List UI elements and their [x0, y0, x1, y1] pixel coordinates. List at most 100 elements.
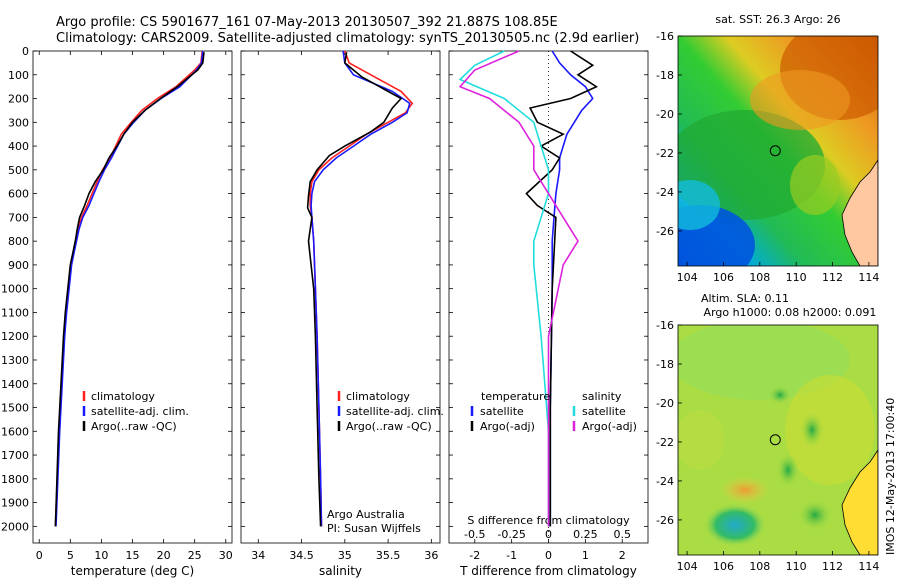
sla_map-xtick-label: 106	[713, 560, 734, 573]
sst_map-xtick-label: 106	[713, 271, 734, 284]
depth-tick-label: 700	[8, 211, 29, 224]
sla_map-ytick-label: -18	[656, 358, 674, 371]
sal-annotation: PI: Susan Wijffels	[327, 522, 421, 535]
sst_map-ytick-label: -26	[656, 225, 674, 238]
temperature-xtick-label: 5	[67, 549, 74, 562]
diff-xtick-label: -2	[469, 549, 480, 562]
diff-series-line	[458, 50, 550, 527]
depth-tick-label: 1300	[1, 354, 29, 367]
diff-xtick-label: 2	[619, 549, 626, 562]
diff-xtick-label: 1	[582, 549, 589, 562]
diff-legend-label: satellite	[480, 405, 524, 418]
sla_map-xtick-label: 110	[786, 560, 807, 573]
salinity-xtick-label: 35	[338, 549, 352, 562]
salinity-xlabel: salinity	[319, 564, 362, 578]
diff-xtick-label: 0	[545, 549, 552, 562]
header-line1: Argo profile: CS 5901677_161 07-May-2013…	[56, 15, 558, 30]
diff-stick-label: -0.5	[464, 528, 485, 541]
diff-xtick-label: -1	[506, 549, 517, 562]
diff-stick-label: 0.5	[613, 528, 631, 541]
depth-tick-label: 800	[8, 235, 29, 248]
temperature-xtick-label: 30	[219, 549, 233, 562]
sla_map-ytick-label: -22	[656, 436, 674, 449]
temperature-xlabel: temperature (deg C)	[71, 564, 194, 578]
sla_map-xtick-label: 112	[822, 560, 843, 573]
depth-tick-label: 1200	[1, 330, 29, 343]
temp-legend-label: climatology	[91, 390, 155, 403]
depth-tick-label: 300	[8, 116, 29, 129]
sla_map-ytick-label: -24	[656, 475, 674, 488]
sla-map-subtitle: Argo h1000: 0.08 h2000: 0.091	[704, 306, 877, 319]
sst_map-ytick-label: -16	[656, 30, 674, 43]
temp-legend-label: Argo(..raw -QC)	[91, 420, 177, 433]
sal-annotation: Argo Australia	[327, 508, 405, 521]
diff-legend-title-temperature: temperature	[481, 390, 550, 403]
sla-map-title: Altim. SLA: 0.11	[701, 292, 789, 305]
sal-legend-label: satellite-adj. clim.	[346, 405, 444, 418]
sla_map-ytick-label: -16	[656, 319, 674, 332]
sst_map-ytick-label: -22	[656, 147, 674, 160]
diff-xlabel: T difference from climatology	[459, 564, 637, 578]
temperature-panel: 0100200300400500600700800900100011001200…	[1, 45, 233, 578]
sal-legend-label: climatology	[346, 390, 410, 403]
depth-tick-label: 1000	[1, 283, 29, 296]
sst-land	[841, 159, 878, 266]
sst_map-ytick-label: -20	[656, 108, 674, 121]
sst_map-ytick-label: -18	[656, 69, 674, 82]
difference-panel: -2 -1 0 1 2-0.5 -0.25 0 0.25 0.5S difference fro…	[448, 50, 649, 578]
diff-stick-label: 0	[545, 528, 552, 541]
header-line2: Climatology: CARS2009. Satellite-adjuste…	[56, 31, 639, 46]
sst-map-field	[678, 36, 878, 266]
depth-tick-label: 1100	[1, 306, 29, 319]
salinity-xtick-label: 36	[424, 549, 438, 562]
salinity-series-line	[306, 52, 403, 527]
temperature-xtick-label: 0	[36, 549, 43, 562]
temperature-xtick-label: 10	[94, 549, 108, 562]
temperature-xtick-label: 15	[126, 549, 140, 562]
sst_map-argo-marker	[769, 145, 781, 157]
diff-series-line	[549, 50, 594, 527]
sst_map-xtick-label: 108	[749, 271, 770, 284]
sla-map-field	[678, 325, 878, 555]
depth-tick-label: 500	[8, 164, 29, 177]
diff-stick-label: -0.25	[497, 528, 525, 541]
depth-tick-label: 1600	[1, 425, 29, 438]
sal-legend-label: Argo(..raw -QC)	[346, 420, 432, 433]
diff-legend-label: satellite	[582, 405, 626, 418]
sla_map-xtick-label: 108	[749, 560, 770, 573]
depth-tick-label: 0	[22, 45, 29, 58]
depth-tick-label: 2000	[1, 520, 29, 533]
temperature-series-line	[54, 52, 205, 527]
diff-stick-label: 0.25	[573, 528, 598, 541]
sla_map-xtick-label: 104	[677, 560, 698, 573]
temp-legend-label: satellite-adj. clim.	[91, 405, 189, 418]
salinity-xtick-label: 34.5	[289, 549, 314, 562]
depth-tick-label: 400	[8, 140, 29, 153]
depth-tick-label: 900	[8, 259, 29, 272]
depth-tick-label: 600	[8, 188, 29, 201]
temperature-xtick-label: 20	[157, 549, 171, 562]
sst_map-ytick-label: -24	[656, 186, 674, 199]
sla_map-argo-marker	[769, 434, 781, 446]
temperature-xtick-label: 25	[188, 549, 202, 562]
depth-tick-label: 1500	[1, 402, 29, 415]
depth-tick-label: 1800	[1, 473, 29, 486]
depth-tick-label: 1900	[1, 497, 29, 510]
depth-tick-label: 1700	[1, 449, 29, 462]
salinity-xtick-label: 35.5	[376, 549, 401, 562]
depth-tick-label: 200	[8, 93, 29, 106]
salinity-xtick-label: 34	[251, 549, 265, 562]
salinity-panel: 34 34.5 35 35.5 36 salinity climatology satelli…	[240, 50, 444, 578]
sst_map-xtick-label: 110	[786, 271, 807, 284]
salinity-series-line	[310, 50, 411, 527]
sst_map-xtick-label: 104	[677, 271, 698, 284]
imos-watermark: IMOS 12-May-2013 17:00:40	[884, 398, 897, 555]
sla_map-xtick-label: 114	[858, 560, 879, 573]
sla_map-ytick-label: -26	[656, 514, 674, 527]
sla-land	[841, 449, 878, 555]
depth-tick-label: 100	[8, 69, 29, 82]
salinity-frame	[240, 50, 441, 544]
diff-legend-title-salinity: salinity	[582, 390, 622, 403]
diff-legend-label: Argo(-adj)	[582, 420, 637, 433]
